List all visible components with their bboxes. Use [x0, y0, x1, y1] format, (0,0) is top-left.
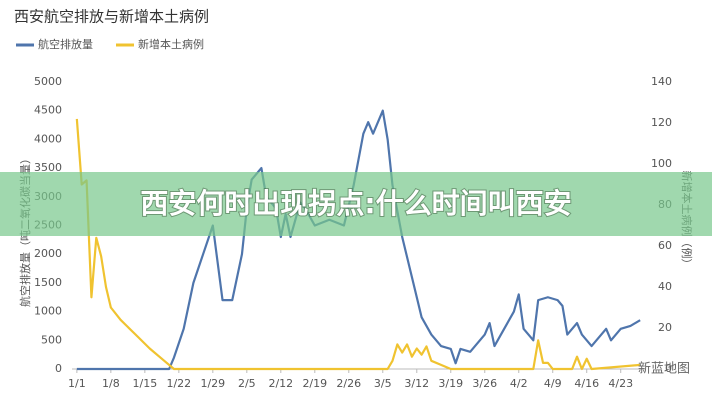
y-tick-label: 1000 — [34, 305, 62, 318]
y-tick-label: 4000 — [34, 132, 62, 145]
y2-tick-label: 20 — [658, 321, 672, 334]
x-tick-label: 3/5 — [374, 377, 392, 390]
y2-tick-label: 40 — [658, 280, 672, 293]
x-tick-label: 4/9 — [544, 377, 562, 390]
x-tick-label: 3/12 — [404, 377, 429, 390]
banner-bg — [0, 172, 712, 236]
y2-tick-label: 60 — [658, 239, 672, 252]
y2-tick-label: 0 — [665, 362, 672, 375]
series-line — [75, 118, 641, 371]
legend-label: 新增本土病例 — [138, 37, 204, 51]
y-tick-label: 1500 — [34, 276, 62, 289]
y-tick-label: 2000 — [34, 247, 62, 260]
legend-label: 航空排放量 — [38, 37, 93, 51]
x-tick-label: 1/8 — [102, 377, 120, 390]
x-tick-label: 4/16 — [574, 377, 599, 390]
x-tick-label: 1/29 — [200, 377, 225, 390]
y-tick-label: 3500 — [34, 161, 62, 174]
series-line — [76, 109, 641, 371]
x-tick-label: 1/15 — [132, 377, 157, 390]
y-tick-label: 0 — [55, 362, 62, 375]
x-tick-label: 1/22 — [166, 377, 191, 390]
watermark: 新蓝地图 — [638, 361, 690, 377]
x-tick-label: 3/19 — [438, 377, 463, 390]
y2-tick-label: 120 — [651, 116, 672, 129]
x-tick-label: 2/19 — [302, 377, 327, 390]
x-tick-label: 3/26 — [472, 377, 497, 390]
y-tick-label: 4500 — [34, 104, 62, 117]
y-tick-label: 500 — [41, 333, 62, 346]
banner-text: 西安何时出现拐点:什么时间叫西安 — [140, 187, 571, 220]
x-tick-label: 4/23 — [608, 377, 633, 390]
x-tick-label: 1/1 — [68, 377, 86, 390]
x-tick-label: 4/2 — [510, 377, 528, 390]
x-tick-label: 2/5 — [238, 377, 256, 390]
y-tick-label: 5000 — [34, 75, 62, 88]
x-tick-label: 2/12 — [268, 377, 293, 390]
chart-title: 西安航空排放与新增本土病例 — [14, 8, 209, 26]
x-tick-label: 2/26 — [336, 377, 361, 390]
y2-tick-label: 100 — [651, 157, 672, 170]
y2-tick-label: 140 — [651, 75, 672, 88]
